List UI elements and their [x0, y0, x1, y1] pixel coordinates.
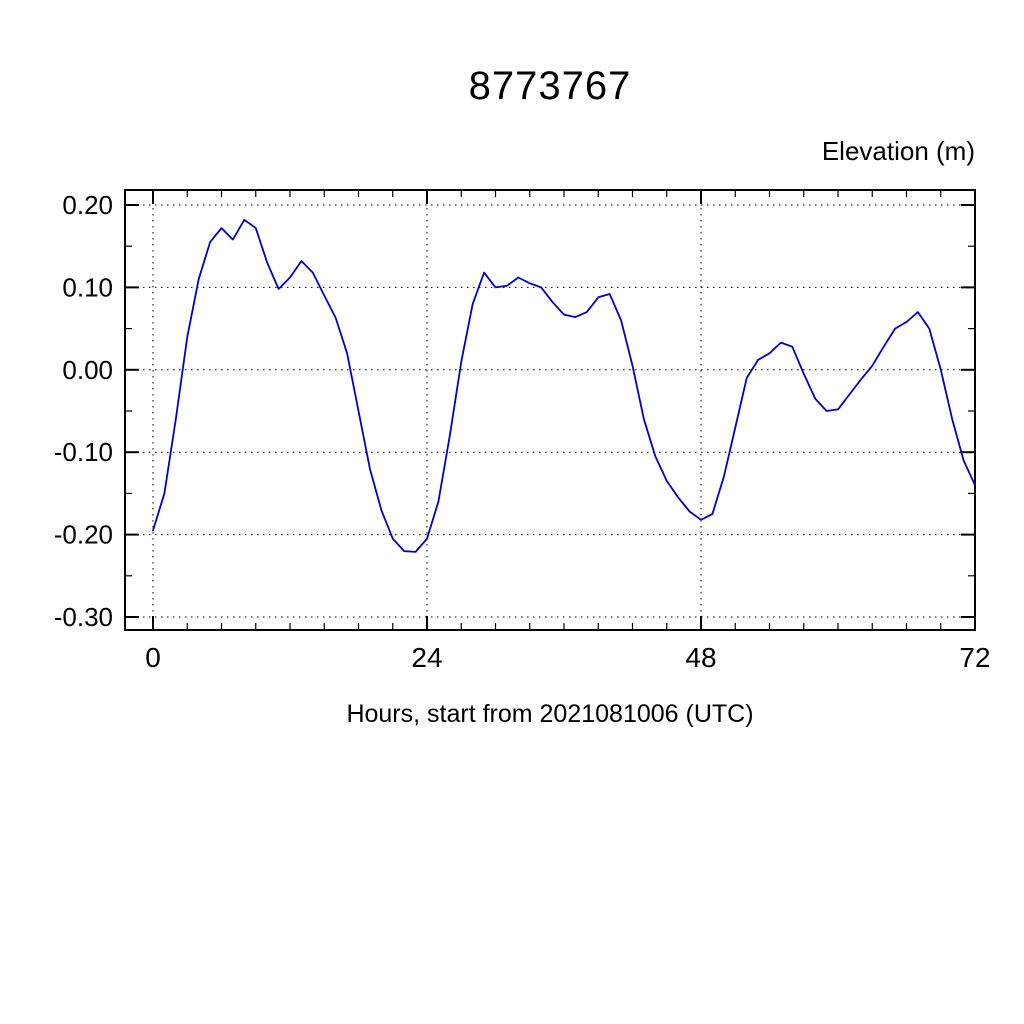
y-tick-label: 0.00	[62, 355, 113, 385]
x-axis-label: Hours, start from 2021081006 (UTC)	[346, 700, 754, 728]
x-tick-label: 0	[145, 642, 161, 673]
x-tick-label: 72	[959, 642, 990, 673]
y-tick-label: 0.20	[62, 190, 113, 220]
chart-title: 8773767	[468, 64, 632, 108]
y-axis-unit-label: Elevation (m)	[821, 136, 975, 166]
y-tick-label: -0.10	[54, 437, 113, 467]
x-tick-label: 48	[685, 642, 716, 673]
y-tick-label: -0.20	[54, 520, 113, 550]
y-tick-label: -0.30	[54, 602, 113, 632]
plot-frame	[124, 189, 976, 631]
y-tick-label: 0.10	[62, 272, 113, 302]
x-tick-label: 24	[411, 642, 442, 673]
elevation-line	[152, 218, 976, 553]
